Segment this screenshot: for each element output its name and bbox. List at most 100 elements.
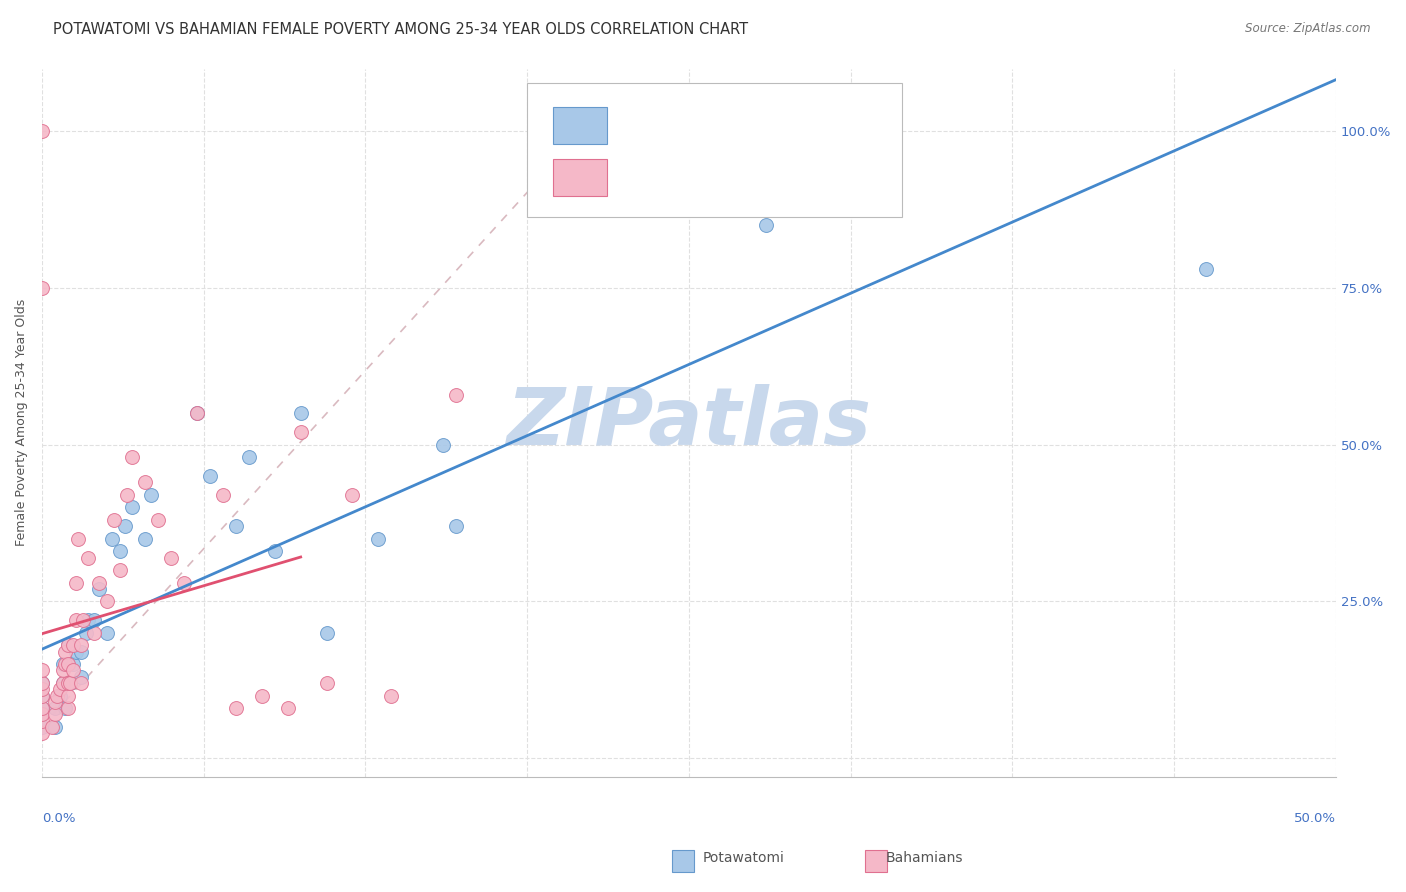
Point [225,519,247,533]
Point [186,406,208,420]
Point [103,513,125,527]
Point [67,532,90,546]
Point [198,469,221,483]
Point [290,425,312,440]
Text: Potawatomi: Potawatomi [703,851,785,865]
Point [49,689,72,703]
Point [139,488,162,502]
Point [96,594,118,608]
Point [108,563,131,577]
Point [52,664,75,678]
Point [77,613,100,627]
Point [444,519,467,533]
Point [121,500,143,515]
Point [53,701,76,715]
Point [186,406,208,420]
Point [31,726,53,740]
Point [31,707,53,722]
Text: ZIPatlas: ZIPatlas [506,384,872,462]
Point [59,676,82,690]
Point [250,689,273,703]
Point [77,550,100,565]
Point [56,657,79,672]
Text: Bahamians: Bahamians [886,851,963,865]
Point [69,645,91,659]
Point [121,450,143,465]
Point [173,575,195,590]
Point [342,488,364,502]
Point [31,682,53,697]
Point [49,682,72,697]
Text: 50.0%: 50.0% [1294,812,1336,824]
Point [75,625,97,640]
Point [31,689,53,703]
Point [56,689,79,703]
Point [1195,262,1218,277]
Point [277,701,299,715]
Y-axis label: Female Poverty Among 25-34 Year Olds: Female Poverty Among 25-34 Year Olds [15,299,28,547]
Point [31,689,53,703]
Point [44,695,66,709]
Point [238,450,260,465]
Point [148,513,170,527]
Point [31,701,53,715]
Point [87,575,110,590]
Point [46,689,69,703]
Point [56,701,79,715]
Point [69,639,91,653]
Point [108,544,131,558]
FancyBboxPatch shape [553,108,607,145]
Point [100,532,122,546]
Point [56,657,79,672]
Point [315,676,337,690]
Point [380,689,402,703]
Point [31,281,53,295]
Point [62,657,84,672]
Point [31,676,53,690]
Point [31,664,53,678]
Point [87,582,110,596]
Point [31,707,53,722]
Point [212,488,235,502]
Point [56,639,79,653]
Point [31,720,53,734]
Point [52,657,75,672]
Point [114,519,136,533]
Point [62,639,84,653]
Point [315,625,337,640]
Point [432,438,454,452]
Point [83,625,105,640]
Point [755,219,778,233]
Point [31,701,53,715]
Point [44,707,66,722]
Point [31,124,53,138]
Point [83,613,105,627]
Point [59,676,82,690]
Point [56,639,79,653]
Point [290,406,312,420]
Bar [865,850,887,872]
Point [52,676,75,690]
Text: R = 0.574   N = 55: R = 0.574 N = 55 [617,167,787,186]
Point [134,532,156,546]
Point [53,657,76,672]
Point [65,575,87,590]
Text: 0.0%: 0.0% [42,812,76,824]
Text: Source: ZipAtlas.com: Source: ZipAtlas.com [1246,22,1371,36]
Point [444,387,467,401]
Point [65,613,87,627]
Point [52,676,75,690]
Point [31,714,53,728]
Point [56,676,79,690]
Point [72,613,94,627]
Bar [672,850,695,872]
Text: POTAWATOMI VS BAHAMIAN FEMALE POVERTY AMONG 25-34 YEAR OLDS CORRELATION CHART: POTAWATOMI VS BAHAMIAN FEMALE POVERTY AM… [53,22,748,37]
Point [134,475,156,490]
Point [53,645,76,659]
Point [56,676,79,690]
Point [69,676,91,690]
Point [263,544,285,558]
Point [65,645,87,659]
Point [62,664,84,678]
Point [41,720,63,734]
